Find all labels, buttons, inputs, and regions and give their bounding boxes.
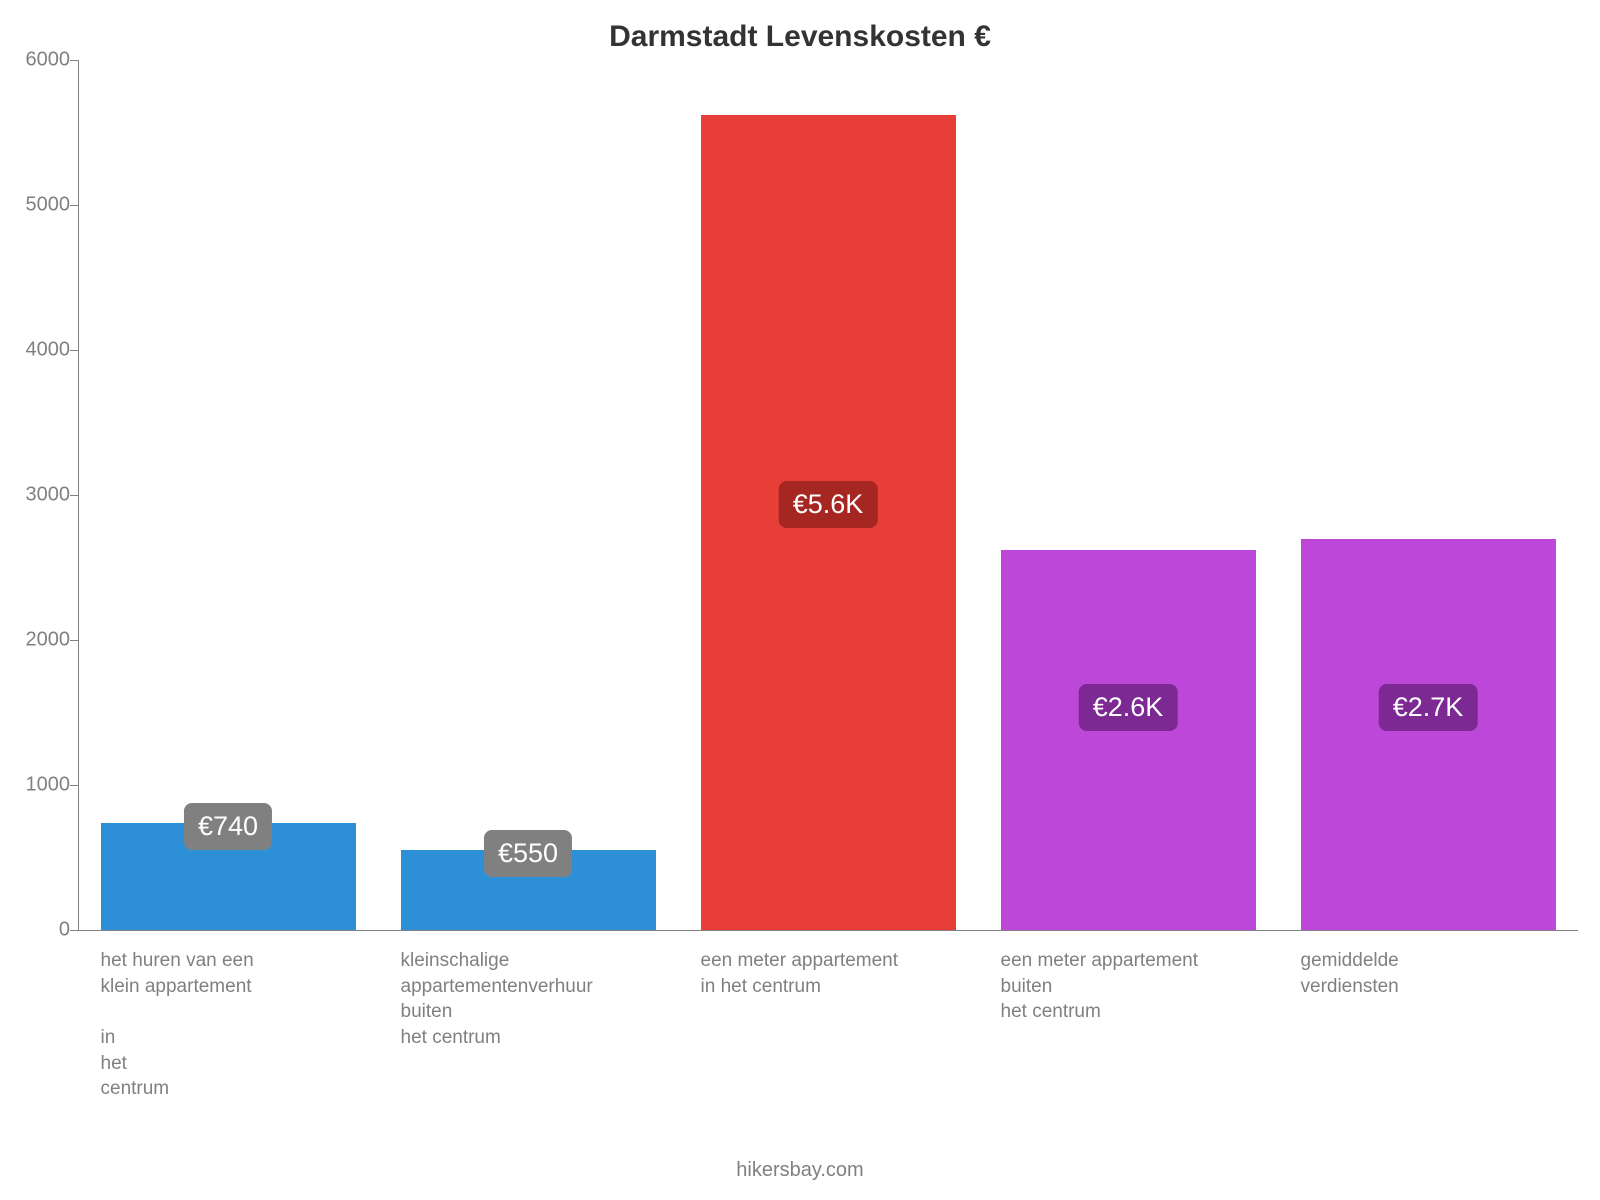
y-axis-label: 2000: [0, 629, 70, 652]
y-axis-label: 0: [0, 919, 70, 942]
plot-area: 0100020003000400050006000€740het huren v…: [78, 60, 1578, 930]
category-label: kleinschalige appartementenverhuur buite…: [401, 948, 656, 1051]
chart-footer: hikersbay.com: [0, 1159, 1600, 1182]
y-axis-label: 4000: [0, 339, 70, 362]
y-axis-label: 6000: [0, 49, 70, 72]
category-label: een meter appartement buiten het centrum: [1001, 948, 1256, 1025]
y-tick: [70, 60, 78, 61]
bar-value-badge: €2.6K: [1079, 684, 1178, 731]
x-axis: [78, 930, 1578, 931]
cost-of-living-chart: Darmstadt Levenskosten € 010002000300040…: [0, 0, 1600, 1200]
category-label: gemiddelde verdiensten: [1301, 948, 1556, 999]
y-axis-label: 3000: [0, 484, 70, 507]
y-axis-label: 1000: [0, 774, 70, 797]
bar-value-badge: €740: [184, 803, 272, 850]
bar-value-badge: €2.7K: [1379, 684, 1478, 731]
y-tick: [70, 350, 78, 351]
bar: [1301, 539, 1556, 931]
category-label: een meter appartement in het centrum: [701, 948, 956, 999]
y-axis: [78, 60, 79, 930]
category-label: het huren van een klein appartement in h…: [101, 948, 356, 1102]
y-axis-label: 5000: [0, 194, 70, 217]
bar: [1001, 550, 1256, 930]
bar-value-badge: €550: [484, 830, 572, 877]
chart-title: Darmstadt Levenskosten €: [0, 20, 1600, 54]
y-tick: [70, 785, 78, 786]
y-tick: [70, 205, 78, 206]
y-tick: [70, 495, 78, 496]
bar-value-badge: €5.6K: [779, 481, 878, 528]
y-tick: [70, 930, 78, 931]
y-tick: [70, 640, 78, 641]
